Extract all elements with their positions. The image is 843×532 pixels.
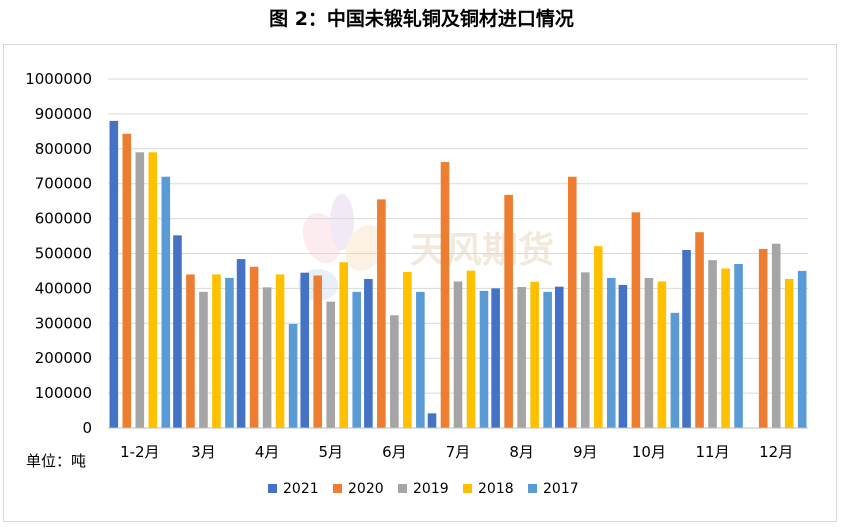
bar-2019 xyxy=(580,272,590,428)
bar-2021 xyxy=(491,288,500,428)
y-tick-label: 600000 xyxy=(35,210,92,228)
bar-2020 xyxy=(122,133,132,428)
bar-2019 xyxy=(453,281,463,428)
bar-2018 xyxy=(593,246,603,428)
bar-2018 xyxy=(275,274,285,428)
legend-swatch xyxy=(463,484,472,493)
legend-label: 2020 xyxy=(348,481,384,497)
bar-2018 xyxy=(657,281,667,428)
legend-swatch xyxy=(398,484,407,493)
y-tick-label: 800000 xyxy=(35,140,92,158)
bar-2018 xyxy=(148,152,158,429)
bar-2020 xyxy=(249,266,259,428)
y-tick-label: 200000 xyxy=(35,349,92,367)
legend-swatch xyxy=(333,484,342,493)
bar-2020 xyxy=(377,199,386,428)
y-tick-label: 100000 xyxy=(35,384,92,402)
x-tick-label: 9月 xyxy=(573,443,598,461)
y-tick-label: 500000 xyxy=(35,245,92,263)
bar-2020 xyxy=(186,274,195,428)
x-tick-label: 11月 xyxy=(695,443,729,461)
legend-swatch xyxy=(528,484,537,493)
x-tick-label: 10月 xyxy=(632,443,666,461)
legend: 2021 2020 2019 2018 2017 xyxy=(268,481,579,497)
bar-2017 xyxy=(416,291,425,428)
y-tick-label: 300000 xyxy=(35,314,92,332)
bar-2021 xyxy=(618,284,628,428)
bar-2019 xyxy=(771,243,781,428)
chart-title: 图 2：中国未锻轧铜及铜材进口情况 xyxy=(269,8,574,30)
watermark-text: 天风期货 xyxy=(410,230,554,271)
bar-2019 xyxy=(262,287,272,428)
chart-frame xyxy=(3,44,837,522)
bar-2018 xyxy=(339,262,349,428)
legend-label: 2017 xyxy=(543,481,579,497)
x-tick-label: 6月 xyxy=(382,443,407,461)
x-tick-label: 3月 xyxy=(191,443,216,461)
bar-2019 xyxy=(390,315,399,428)
legend-label: 2021 xyxy=(283,481,319,497)
bar-2021 xyxy=(682,250,691,428)
y-axis: 0 100000 200000 300000 400000 500000 600000 700… xyxy=(25,70,92,437)
legend-label: 2019 xyxy=(413,481,449,497)
bar-2019 xyxy=(644,277,654,428)
x-tick-label: 7月 xyxy=(446,443,471,461)
bar-2021 xyxy=(364,278,373,428)
legend-label: 2018 xyxy=(478,481,514,497)
bar-2019 xyxy=(135,152,145,429)
bar-2017 xyxy=(288,323,298,428)
bar-2021 xyxy=(300,272,310,428)
bar-2019 xyxy=(326,301,336,428)
bar-2018 xyxy=(530,281,539,428)
bar-2017 xyxy=(352,291,362,428)
bar-2018 xyxy=(784,278,794,428)
bar-2017 xyxy=(797,270,807,428)
bar-2021 xyxy=(109,120,119,428)
bars xyxy=(109,120,807,429)
bar-2020 xyxy=(313,275,323,428)
bar-2017 xyxy=(606,277,616,428)
y-tick-label: 1000000 xyxy=(25,70,92,88)
x-axis: 1-2月 3月 4月 5月 6月 7月 8月 9月 10月 11月 12月 xyxy=(108,427,808,461)
bar-2017 xyxy=(734,263,743,428)
watermark-logo: 天风期货 xyxy=(298,194,554,301)
y-tick-label: 400000 xyxy=(35,279,92,297)
bar-2019 xyxy=(517,287,526,428)
bar-2018 xyxy=(403,271,412,428)
y-tick-label: 700000 xyxy=(35,175,92,193)
bar-2021 xyxy=(173,235,182,428)
legend-swatch xyxy=(268,484,277,493)
bar-2017 xyxy=(543,291,552,428)
bar-2020 xyxy=(440,162,450,428)
bar-2021 xyxy=(427,413,437,428)
y-tick-label: 0 xyxy=(82,419,92,437)
bar-2017 xyxy=(479,290,489,428)
x-tick-label: 1-2月 xyxy=(120,443,160,461)
bar-2020 xyxy=(504,194,513,428)
bar-2020 xyxy=(567,176,577,428)
bar-2018 xyxy=(212,274,221,428)
y-tick-label: 900000 xyxy=(35,105,92,123)
bar-2019 xyxy=(199,291,208,428)
bar-2019 xyxy=(708,260,717,428)
bar-2017 xyxy=(670,312,680,428)
bar-2021 xyxy=(554,286,564,428)
bar-2017 xyxy=(161,176,171,428)
bar-2020 xyxy=(631,212,641,428)
bar-2021 xyxy=(236,259,246,428)
x-tick-label: 4月 xyxy=(255,443,280,461)
x-tick-label: 12月 xyxy=(759,443,793,461)
bar-2020 xyxy=(758,248,768,428)
bar-2018 xyxy=(721,268,730,428)
bar-2020 xyxy=(695,232,704,428)
bar-2018 xyxy=(466,270,476,428)
bar-2017 xyxy=(225,277,234,428)
unit-label: 单位：吨 xyxy=(26,452,87,470)
x-tick-label: 8月 xyxy=(509,443,534,461)
x-tick-label: 5月 xyxy=(318,443,343,461)
